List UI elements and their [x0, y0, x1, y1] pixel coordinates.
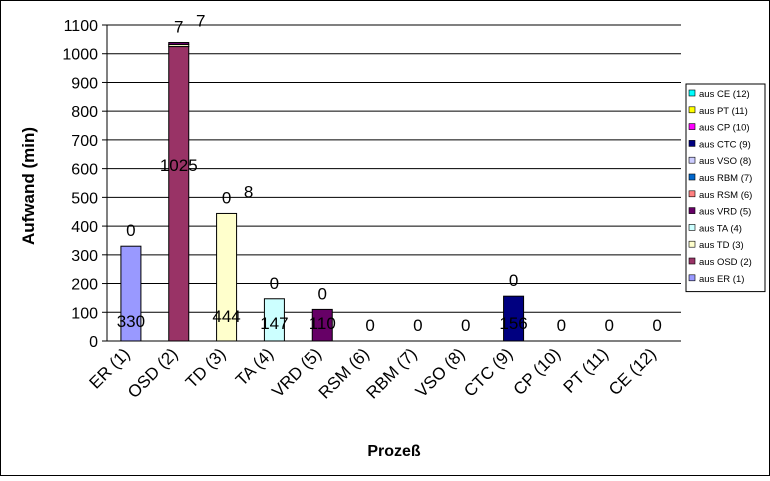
legend-entry-label: aus CE (12): [699, 89, 750, 100]
legend-swatch: [688, 207, 696, 214]
data-label: 0: [652, 316, 661, 335]
data-label: 0: [557, 316, 566, 335]
data-label: 0: [605, 316, 614, 335]
data-label: 7: [196, 12, 205, 31]
y-tick-label: 500: [71, 190, 98, 207]
y-tick-label: 0: [89, 334, 98, 351]
data-label: 0: [318, 284, 327, 303]
gridlines: [107, 24, 681, 342]
data-label: 0: [222, 188, 231, 207]
data-label: 0: [365, 316, 374, 335]
legend: aus CE (12) aus PT (11) aus CP (10) aus CTC…: [685, 83, 766, 293]
data-label: 110: [309, 314, 336, 333]
legend-swatch: [688, 123, 696, 130]
legend-box: [685, 83, 766, 293]
legend-swatch: [688, 190, 696, 198]
data-label: 0: [413, 316, 422, 335]
legend-swatch: [688, 257, 696, 265]
y-tick-label: 900: [71, 75, 98, 92]
legend-swatch: [688, 224, 696, 231]
data-label: 0: [509, 271, 518, 290]
legend-entry-label: aus TD (3): [699, 240, 744, 251]
legend-swatch: [688, 106, 696, 114]
axes: [102, 24, 681, 342]
y-tick-label: 200: [71, 277, 98, 294]
legend-entry-label: aus ER (1): [699, 274, 744, 285]
data-label: 0: [461, 316, 470, 335]
legend-swatch: [688, 156, 696, 164]
legend-entry-label: aus RSM (6): [699, 190, 752, 201]
legend-swatch: [688, 173, 696, 181]
legend-swatch: [688, 140, 696, 147]
data-label: 330: [117, 312, 145, 331]
bar-segment: [168, 42, 190, 46]
data-label: 147: [260, 314, 288, 333]
y-tick-label: 100: [71, 305, 98, 322]
y-tick-label: 400: [71, 219, 98, 236]
legend-entry-label: aus VSO (8): [699, 156, 751, 167]
legend-entry-label: aus OSD (2): [699, 257, 752, 268]
data-label: 8: [244, 182, 253, 201]
y-tick-label: 300: [71, 248, 98, 265]
y-tick-label: 1100: [64, 18, 99, 35]
data-label: 7: [174, 18, 183, 37]
data-label: 444: [212, 307, 240, 326]
legend-swatch: [688, 89, 696, 97]
y-tick-label: 700: [71, 133, 98, 150]
y-tick-label: 800: [71, 104, 98, 121]
bars: [120, 42, 525, 342]
y-tick-label: 600: [71, 162, 98, 179]
legend-entry-label: aus PT (11): [699, 106, 748, 117]
legend-entry-label: aus RBM (7): [699, 173, 752, 184]
y-tick-label: 1000: [62, 47, 98, 64]
legend-swatch: [688, 274, 696, 282]
legend-entry-label: aus VRD (5): [699, 207, 751, 218]
legend-swatch: [688, 240, 696, 248]
legend-entry-label: aus CTC (9): [699, 139, 751, 150]
data-label: 0: [270, 274, 279, 293]
data-label: 1025: [160, 156, 198, 175]
y-axis-title: Aufwand (min): [19, 127, 38, 245]
bar-segment: [168, 46, 190, 342]
data-label: 156: [499, 314, 527, 333]
legend-entry-label: aus CP (10): [699, 123, 750, 134]
data-label: 0: [126, 221, 135, 240]
legend-entry-label: aus TA (4): [699, 223, 742, 234]
x-axis-title: Prozeß: [367, 443, 421, 460]
